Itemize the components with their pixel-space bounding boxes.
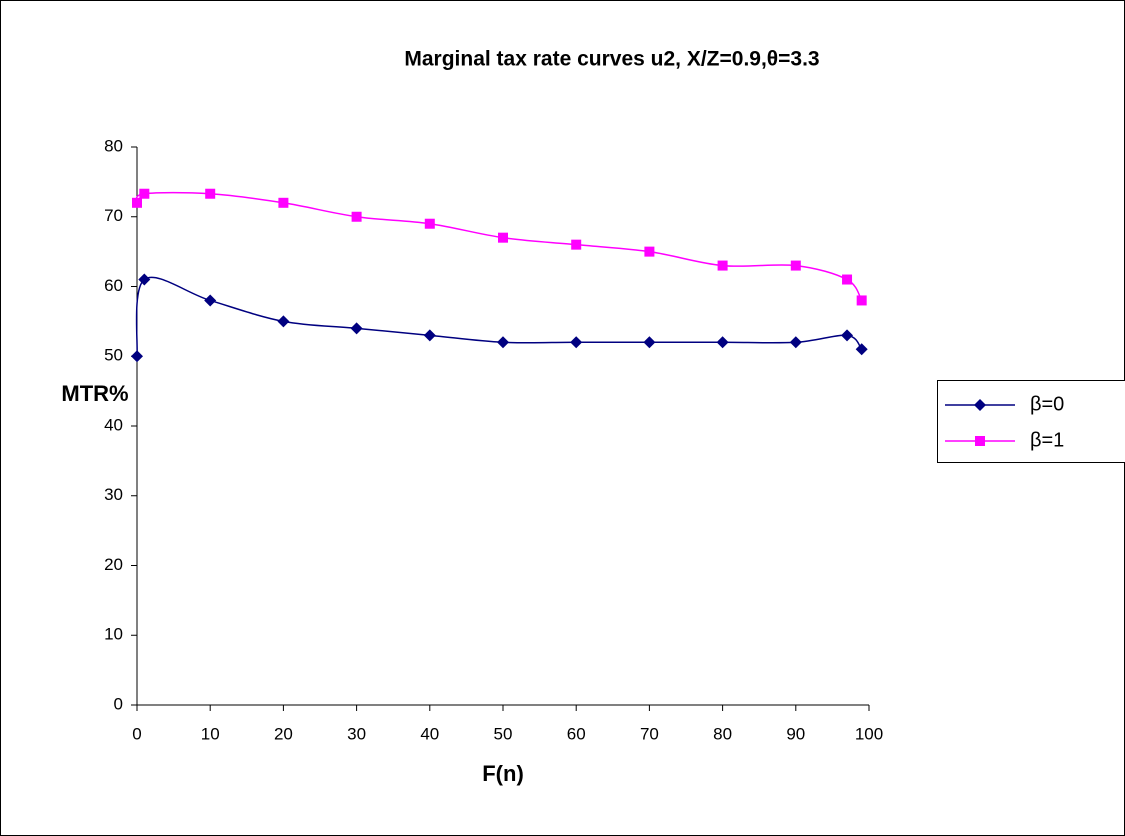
- marker: [350, 322, 363, 335]
- marker: [131, 350, 143, 363]
- marker: [855, 343, 868, 356]
- y-tick-label: 50: [104, 346, 123, 365]
- marker: [643, 336, 656, 349]
- marker: [570, 336, 583, 349]
- x-tick-label: 80: [713, 724, 732, 743]
- y-tick-label: 30: [104, 485, 123, 504]
- legend-label: β=1: [1030, 429, 1064, 451]
- y-tick-label: 80: [104, 136, 123, 155]
- marker: [789, 336, 802, 349]
- x-axis-label: F(n): [482, 761, 524, 786]
- marker: [132, 197, 142, 208]
- marker: [841, 329, 854, 342]
- marker: [205, 188, 216, 199]
- x-tick-label: 70: [640, 724, 659, 743]
- y-tick-label: 10: [104, 625, 123, 644]
- x-tick-label: 10: [201, 724, 220, 743]
- marker: [204, 294, 217, 307]
- marker: [139, 188, 150, 199]
- y-tick-label: 40: [104, 415, 123, 434]
- x-tick-label: 60: [567, 724, 586, 743]
- marker: [842, 274, 853, 285]
- legend-box: [937, 380, 1125, 463]
- x-tick-label: 50: [494, 724, 513, 743]
- x-tick-label: 40: [420, 724, 439, 743]
- x-tick-label: 0: [132, 724, 141, 743]
- marker: [644, 246, 655, 257]
- marker: [351, 211, 362, 222]
- marker: [716, 336, 729, 349]
- x-tick-label: 90: [786, 724, 805, 743]
- y-tick-label: 70: [104, 206, 123, 225]
- marker: [856, 295, 867, 306]
- marker: [497, 336, 509, 349]
- x-tick-label: 100: [855, 724, 883, 743]
- y-tick-label: 20: [104, 555, 123, 574]
- marker: [975, 436, 985, 446]
- marker: [498, 232, 508, 243]
- x-tick-label: 30: [347, 724, 366, 743]
- marker: [423, 329, 436, 342]
- x-tick-label: 20: [274, 724, 293, 743]
- marker: [424, 218, 435, 229]
- marker: [571, 239, 582, 250]
- marker: [278, 197, 289, 208]
- chart-title: Marginal tax rate curves u2, X/Z=0.9,θ=3…: [404, 48, 819, 71]
- y-tick-label: 0: [114, 694, 123, 713]
- marker: [717, 260, 728, 271]
- marker: [790, 260, 801, 271]
- y-tick-label: 60: [104, 276, 123, 295]
- marker: [138, 273, 151, 286]
- y-axis-label: MTR%: [61, 381, 128, 406]
- marker: [974, 399, 986, 411]
- marker: [277, 315, 290, 328]
- legend-label: β=0: [1030, 393, 1064, 415]
